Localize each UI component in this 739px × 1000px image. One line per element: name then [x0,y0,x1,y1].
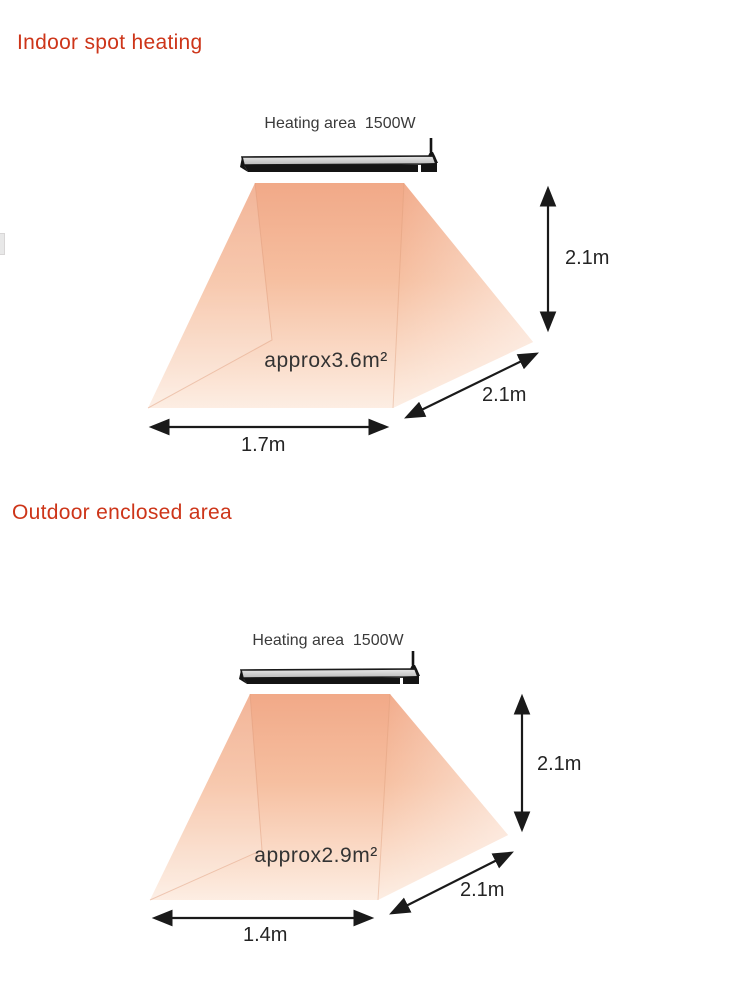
section-title-outdoor: Outdoor enclosed area [12,501,232,524]
indoor-heater [240,138,438,172]
outdoor-dimension-arrows [151,693,531,927]
outdoor-area-label: approx2.9m² [254,844,378,867]
outdoor-width-label: 1.4m [243,924,288,946]
outdoor-height-label: 2.1m [537,753,582,775]
outdoor-depth-arrow [389,851,514,915]
indoor-depth-label: 2.1m [482,384,527,406]
outdoor-heater-label: Heating area 1500W [252,632,404,649]
indoor-depth-arrow [404,352,539,419]
indoor-heater-label: Heating area 1500W [264,115,416,132]
indoor-beam-shape [147,182,533,409]
outdoor-heater [239,651,420,684]
outdoor-beam-shape [149,693,508,901]
outdoor-depth-label: 2.1m [460,879,505,901]
indoor-width-label: 1.7m [241,434,286,456]
edge-artifact [0,233,5,255]
indoor-height-label: 2.1m [565,247,610,269]
section-title-indoor: Indoor spot heating [17,31,203,54]
indoor-area-label: approx3.6m² [264,349,388,372]
indoor-dimension-arrows [148,185,557,436]
